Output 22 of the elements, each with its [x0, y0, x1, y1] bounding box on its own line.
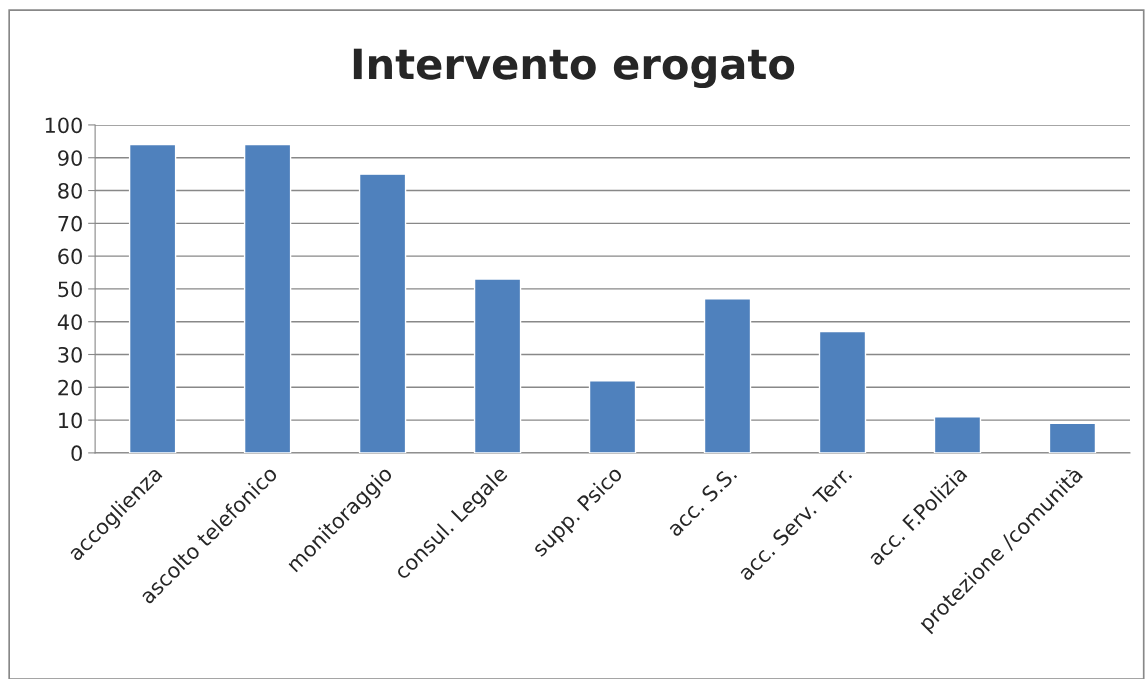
bar — [588, 380, 637, 453]
x-tick-label: acc. S.S. — [666, 465, 738, 538]
y-tick-label: 70 — [58, 215, 82, 232]
bar — [473, 278, 522, 453]
y-tick-label: 100 — [45, 117, 82, 134]
y-tick-label: 0 — [71, 445, 82, 462]
bar — [243, 143, 292, 453]
y-tick-label: 50 — [58, 281, 82, 298]
bar — [128, 143, 177, 453]
bar — [703, 298, 752, 453]
y-tick-label: 80 — [58, 182, 82, 199]
y-tick-label: 20 — [58, 379, 82, 396]
bar — [358, 173, 407, 453]
y-tick-label: 90 — [58, 150, 82, 166]
chart-title: Intervento erogato — [353, 48, 795, 89]
y-tick-label: 40 — [57, 314, 82, 330]
y-tick-label: 30 — [58, 346, 82, 363]
y-tick-label: 60 — [58, 248, 82, 265]
bar — [1048, 422, 1097, 453]
y-tick-label: 10 — [59, 412, 82, 429]
bar — [933, 416, 982, 453]
bar — [818, 330, 867, 453]
